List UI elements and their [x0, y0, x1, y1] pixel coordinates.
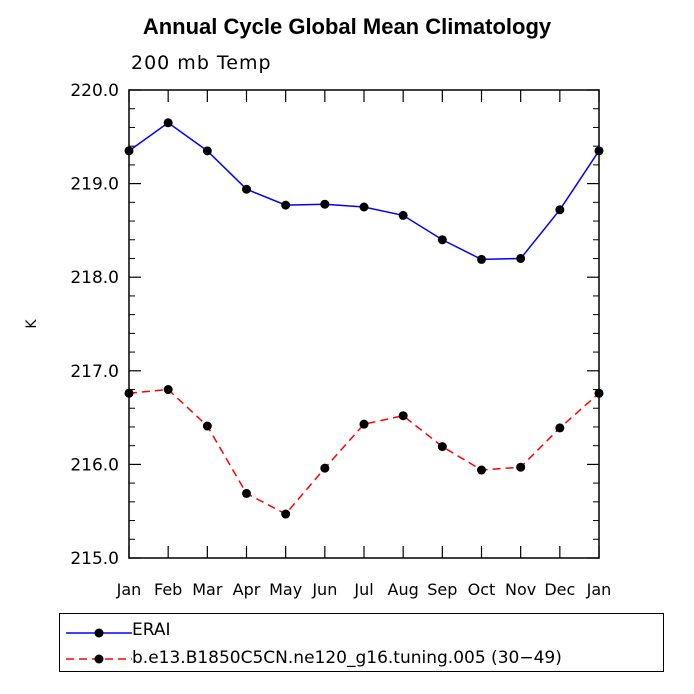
y-tick-label: 216.0 — [70, 455, 119, 475]
x-tick-label: Oct — [468, 580, 496, 599]
x-tick-label: Sep — [427, 580, 457, 599]
data-point — [555, 423, 565, 433]
data-point — [320, 199, 330, 209]
data-point — [163, 118, 173, 128]
data-point — [359, 419, 369, 429]
data-point — [124, 388, 134, 398]
series-layer — [124, 118, 604, 519]
data-point — [281, 200, 291, 210]
legend-label: ERAI — [132, 620, 171, 640]
data-point — [398, 411, 408, 421]
data-point — [477, 465, 486, 475]
y-tick-label: 220.0 — [70, 81, 119, 101]
x-tick-label: Jul — [353, 580, 373, 599]
legend: ERAI b.e13.B1850C5CN.ne120_g16.tuning.00… — [59, 613, 664, 672]
x-tick-label: Jan — [116, 580, 142, 599]
x-tick-label: Nov — [505, 580, 536, 599]
chart-subtitle: 200 mb Temp — [131, 52, 272, 74]
series-line-1 — [128, 388, 600, 515]
y-tick-label: 218.0 — [70, 268, 119, 288]
y-axis-label: K — [24, 319, 40, 329]
x-tick-label: Dec — [544, 580, 575, 599]
data-point — [437, 442, 447, 452]
data-point — [516, 462, 526, 472]
data-point — [163, 385, 173, 395]
axis-ticks: 215.0 216.0 217.0 218.0 219.0 220.0 Jan Feb Mar A… — [70, 81, 611, 599]
x-tick-label: May — [269, 580, 302, 599]
data-point — [516, 253, 526, 263]
x-tick-label: Apr — [233, 580, 261, 599]
x-tick-label: Jan — [586, 580, 612, 599]
y-tick-label: 215.0 — [70, 549, 119, 569]
legend-item-erai: ERAI — [60, 617, 663, 643]
data-point — [202, 421, 212, 431]
legend-symbol-solid-blue — [66, 628, 132, 638]
x-tick-label: Aug — [388, 580, 419, 599]
chart-title: Annual Cycle Global Mean Climatology — [142, 14, 552, 39]
series-line-0 — [128, 121, 600, 261]
legend-symbol-dashed-red — [66, 654, 132, 664]
data-point — [320, 463, 330, 473]
data-point — [398, 210, 408, 220]
data-point — [202, 146, 212, 156]
data-point — [281, 509, 291, 519]
data-point — [594, 388, 604, 398]
data-point — [594, 146, 604, 156]
x-tick-label: Feb — [154, 580, 182, 599]
legend-label: b.e13.B1850C5CN.ne120_g16.tuning.005 (30… — [132, 648, 562, 668]
data-point — [242, 488, 251, 498]
data-point — [359, 202, 369, 212]
plot-frame — [128, 89, 600, 559]
x-tick-label: Jun — [311, 580, 337, 599]
y-tick-label: 219.0 — [70, 175, 119, 195]
x-tick-label: Mar — [192, 580, 223, 599]
legend-item-model: b.e13.B1850C5CN.ne120_g16.tuning.005 (30… — [60, 645, 663, 671]
data-point — [477, 254, 486, 264]
data-point — [437, 235, 447, 245]
data-point — [124, 146, 134, 156]
data-point — [242, 184, 251, 194]
data-point — [555, 205, 565, 215]
y-tick-label: 217.0 — [70, 362, 119, 382]
plot-area: K 215.0 216.0 217.0 218.0 219.0 220.0 Jan Feb Ma… — [24, 81, 611, 599]
